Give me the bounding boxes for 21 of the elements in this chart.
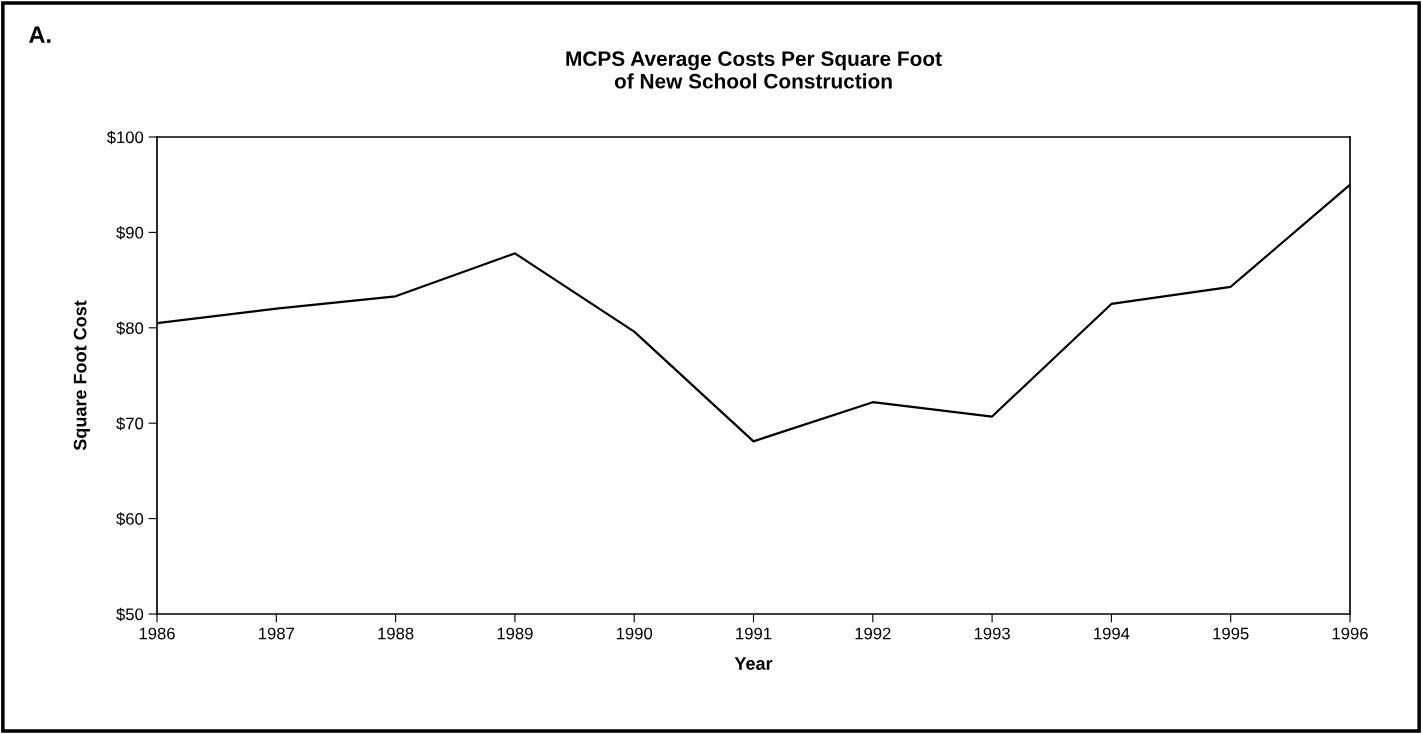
y-tick-label: $50 [116, 607, 144, 622]
y-tick-label: $90 [116, 226, 144, 240]
x-tick-label: 1992 [855, 627, 891, 640]
y-axis-title: Square Foot Cost [73, 300, 91, 451]
text: A. [29, 26, 51, 43]
x-tick-label: 1991 [736, 627, 772, 640]
y-tick-label: $60 [116, 512, 144, 526]
x-tick-label: 1994 [1094, 627, 1130, 640]
chart-title: MCPS Average Costs Per Square Foot of New School Construction [566, 51, 942, 89]
x-tick-label: 1996 [1332, 627, 1368, 640]
x-tick-label: 1988 [378, 627, 414, 640]
x-tick-label: 1986 [139, 627, 175, 640]
y-tick-label: $80 [116, 321, 144, 335]
x-axis-title: Year [734, 657, 773, 670]
x-tick-label: 1987 [259, 627, 294, 640]
y-tick-label: $70 [116, 416, 144, 431]
x-tick-label: 1993 [974, 627, 1010, 640]
x-tick-label: 1989 [497, 627, 533, 640]
x-tick-label: 1990 [616, 627, 653, 640]
y-tick-label: $100 [106, 130, 144, 145]
x-tick-label: 1995 [1213, 627, 1249, 640]
